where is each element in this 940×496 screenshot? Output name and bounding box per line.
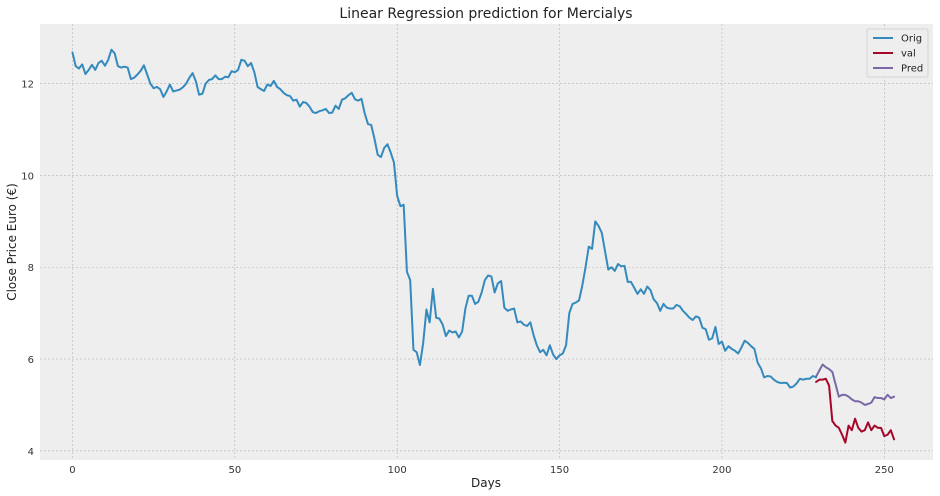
grid xyxy=(40,24,933,460)
x-axis-ticks: 0 50 100 150 200 250 xyxy=(69,465,894,476)
series-lines xyxy=(71,48,896,444)
x-tick-label: 200 xyxy=(712,465,731,476)
y-axis-label: Close Price Euro (€) xyxy=(5,183,19,301)
legend-box xyxy=(866,28,929,78)
x-tick-label: 150 xyxy=(550,465,569,476)
legend-label: val xyxy=(901,49,916,60)
y-tick-label: 10 xyxy=(21,171,34,182)
y-tick-label: 12 xyxy=(21,80,34,91)
y-tick-label: 6 xyxy=(28,355,34,366)
legend-label: Orig xyxy=(901,34,922,45)
series-line-pred xyxy=(815,363,896,406)
y-tick-label: 4 xyxy=(28,447,34,458)
x-tick-label: 50 xyxy=(228,465,241,476)
x-tick-label: 0 xyxy=(69,465,75,476)
plot-area xyxy=(40,24,933,460)
y-axis-ticks: 4 6 8 10 12 xyxy=(21,80,34,458)
x-axis-label: Days xyxy=(471,476,501,490)
chart-title: Linear Regression prediction for Mercial… xyxy=(339,6,632,22)
series-line-val xyxy=(815,377,896,444)
x-tick-label: 250 xyxy=(875,465,894,476)
legend: Orig val Pred xyxy=(866,28,929,78)
y-tick-label: 8 xyxy=(28,263,34,274)
series-line-orig xyxy=(71,48,818,389)
x-tick-label: 100 xyxy=(388,465,407,476)
legend-label: Pred xyxy=(901,64,923,75)
